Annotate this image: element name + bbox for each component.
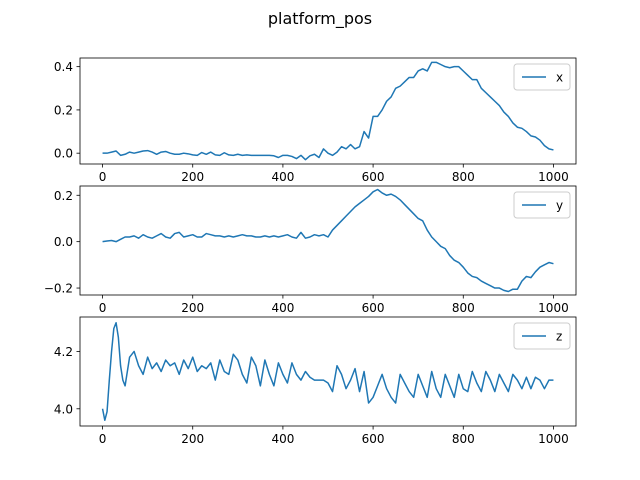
series-line-z	[101, 321, 554, 422]
x-tick-label: 200	[181, 170, 204, 184]
x-tick-label: 200	[181, 301, 204, 315]
legend-label: y	[556, 199, 563, 213]
y-tick-label: 0.2	[54, 103, 73, 117]
x-tick-label: 600	[362, 170, 385, 184]
series-line-y	[102, 188, 554, 293]
y-tick-label: 0.2	[54, 189, 73, 203]
y-tick-label: 4.0	[54, 402, 73, 416]
x-tick-label: 400	[271, 432, 294, 446]
x-tick-label: 600	[362, 432, 385, 446]
y-tick-label: 0.4	[54, 60, 73, 74]
axes-frame	[79, 57, 577, 165]
legend: x	[513, 63, 571, 91]
x-tick-label: 0	[99, 432, 107, 446]
legend-label: z	[556, 330, 562, 344]
legend-label: x	[556, 71, 563, 85]
x-tick-label: 800	[452, 301, 475, 315]
subplot-1: 0 200 400 600 800 1000 0.0 0.2 0.4 x	[54, 57, 577, 184]
x-tick-label: 200	[181, 432, 204, 446]
y-tick-label: 4.2	[54, 345, 73, 359]
x-tick-label: 1000	[538, 432, 569, 446]
subplot-group: 0 200 400 600 800 1000 0.0 0.2 0.4 x 0 200 400 600 800…	[44, 57, 577, 446]
legend: y	[513, 191, 571, 219]
x-tick-label: 0	[99, 170, 107, 184]
series-line-x	[102, 61, 554, 161]
axes-frame	[79, 185, 577, 296]
y-tick-label: 0.0	[54, 147, 73, 161]
x-tick-label: 400	[271, 170, 294, 184]
x-tick-label: 0	[99, 301, 107, 315]
x-tick-label: 800	[452, 170, 475, 184]
x-tick-label: 600	[362, 301, 385, 315]
legend: z	[513, 322, 571, 350]
y-tick-label: 0.0	[54, 235, 73, 249]
axes-frame	[79, 316, 577, 427]
figure-title: platform_pos	[268, 9, 372, 29]
subplot-3: 0 200 400 600 800 1000 4.0 4.2 z	[54, 316, 577, 446]
subplot-2: 0 200 400 600 800 1000 −0.2 0.0 0.2 y	[44, 185, 577, 315]
x-tick-label: 400	[271, 301, 294, 315]
y-tick-label: −0.2	[44, 282, 73, 296]
x-tick-label: 1000	[538, 301, 569, 315]
x-tick-label: 800	[452, 432, 475, 446]
x-tick-label: 1000	[538, 170, 569, 184]
